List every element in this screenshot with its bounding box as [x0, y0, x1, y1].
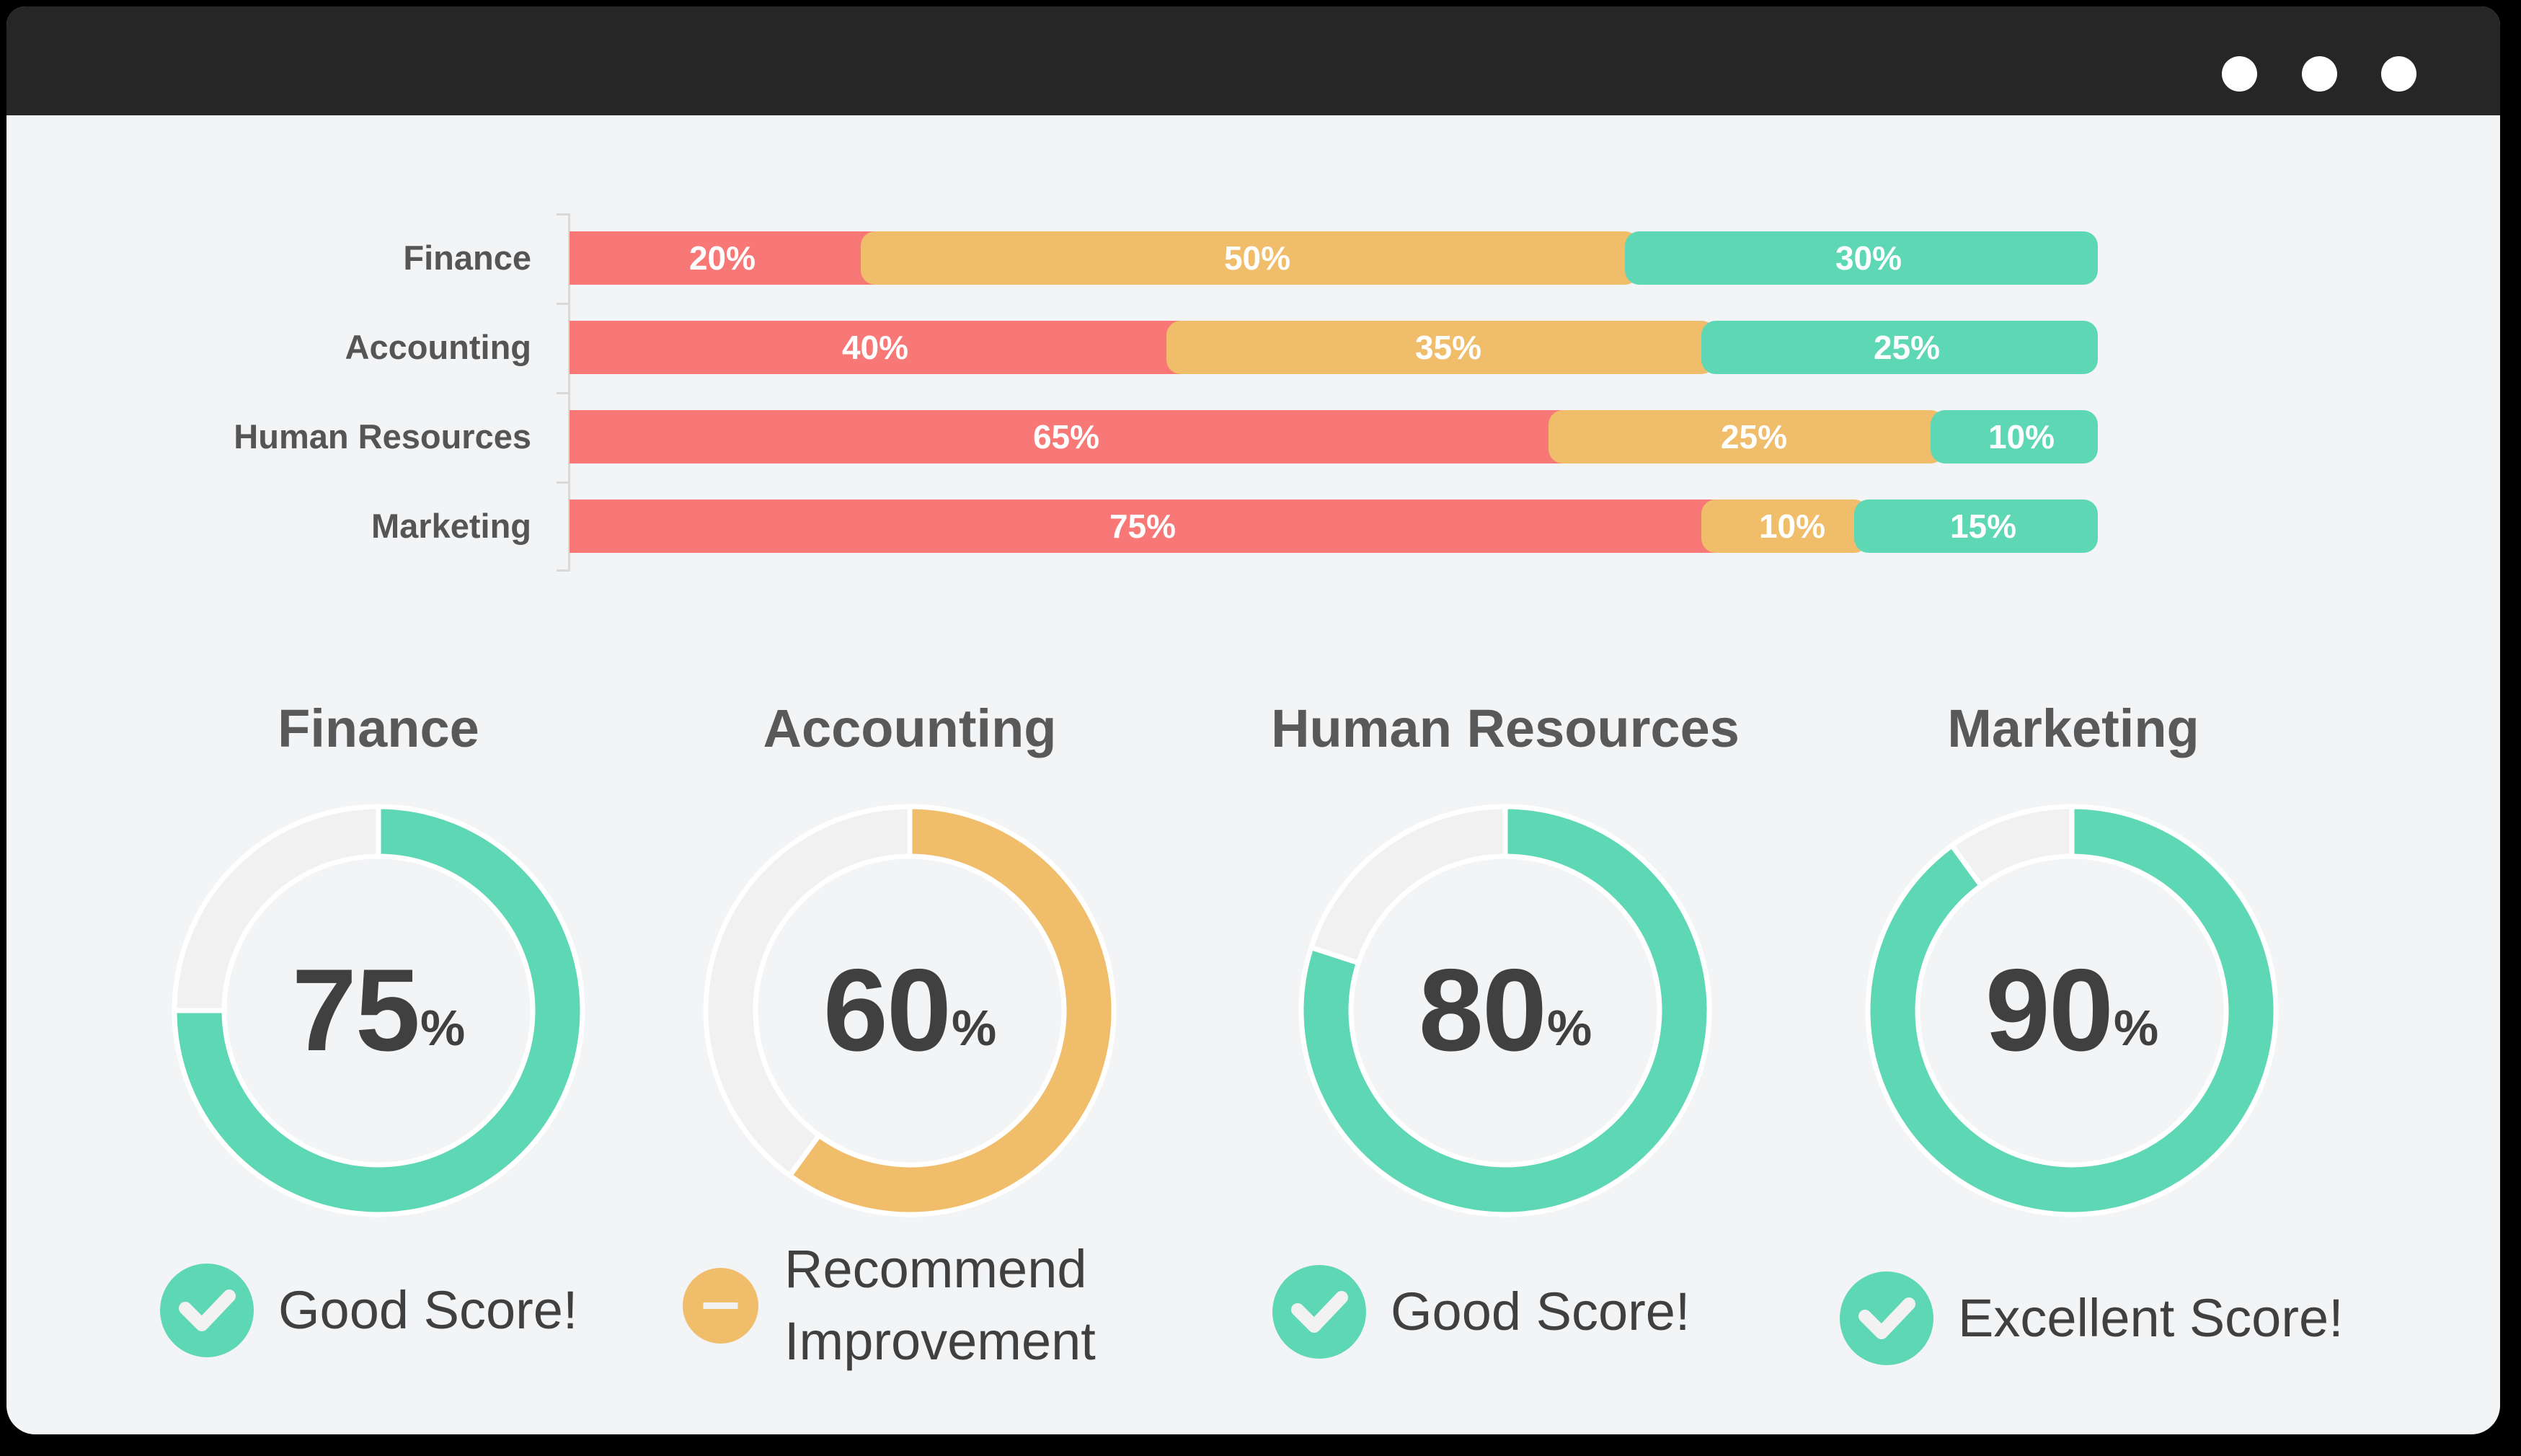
score-number: 75	[291, 945, 420, 1075]
donut-ring	[172, 804, 585, 1217]
title-bar	[6, 6, 2500, 115]
donut-value: 60%	[701, 802, 1119, 1220]
donut-gauge: 80%	[1296, 802, 1714, 1220]
status-badge: Recommend Improvement	[683, 1233, 1096, 1377]
score-unit: %	[951, 1000, 997, 1056]
score-unit: %	[2113, 1000, 2159, 1056]
app-window: Finance Accounting Human Resources Marke…	[6, 6, 2500, 1434]
segment-label: 35%	[1414, 329, 1482, 366]
status-badge: Good Score!	[1272, 1265, 1690, 1359]
segment-label: 20%	[688, 239, 756, 277]
status-text: Good Score!	[1391, 1282, 1691, 1341]
kpi-title: Accounting	[763, 698, 1057, 758]
bar-segment: 50%	[861, 231, 1639, 285]
kpi-title: Marketing	[1947, 698, 2199, 758]
bar-segment: 25%	[1701, 321, 2098, 374]
window-control-dot-icon[interactable]	[2302, 56, 2337, 92]
row-label-accounting: Accounting	[345, 328, 531, 366]
score-number: 80	[1418, 945, 1547, 1075]
bar-row: 75% 10% 15%	[570, 500, 2098, 553]
donut-value: 80%	[1296, 802, 1714, 1220]
segment-label: 25%	[1873, 329, 1941, 366]
bar-segment: 35%	[1166, 321, 1716, 374]
status-text: Good Score!	[278, 1280, 578, 1340]
donut-gauge: 75%	[169, 802, 588, 1220]
donut-value: 90%	[1863, 802, 2281, 1220]
segment-label: 30%	[1835, 239, 1902, 277]
segment-label: 25%	[1720, 418, 1788, 456]
status-badge: Excellent Score!	[1840, 1271, 2344, 1365]
bar-segment: 75%	[570, 500, 1716, 553]
axis-tick	[557, 303, 570, 305]
axis-tick	[557, 213, 570, 216]
row-label-marketing: Marketing	[371, 507, 531, 545]
axis-tick	[557, 481, 570, 484]
segment-label: 10%	[1758, 507, 1826, 545]
axis-tick	[557, 569, 570, 572]
status-badge: Good Score!	[160, 1264, 577, 1357]
window-control-dot-icon[interactable]	[2381, 56, 2416, 92]
bar-segment: 40%	[570, 321, 1181, 374]
bar-segment: 20%	[570, 231, 875, 285]
axis-tick	[557, 392, 570, 394]
donut-gauge: 60%	[701, 802, 1119, 1220]
status-text-line-2: Improvement	[784, 1311, 1096, 1371]
segment-label: 65%	[1032, 418, 1100, 456]
donut-gauge: 90%	[1863, 802, 2281, 1220]
score-number: 90	[1985, 945, 2114, 1075]
minus-icon	[683, 1267, 758, 1344]
check-icon	[1272, 1265, 1366, 1359]
donut-ring	[703, 804, 1117, 1217]
segment-label: 15%	[1949, 507, 2017, 545]
bar-segment: 10%	[1931, 410, 2098, 463]
bar-row: 40% 35% 25%	[570, 321, 2098, 374]
bar-segment: 25%	[1549, 410, 1945, 463]
row-label-human-resources: Human Resources	[234, 417, 531, 456]
segment-label: 40%	[841, 329, 909, 366]
segment-label: 10%	[1988, 418, 2055, 456]
donut-ring	[1298, 804, 1712, 1217]
status-text: Excellent Score!	[1958, 1288, 2344, 1348]
bar-row: 65% 25% 10%	[570, 410, 2098, 463]
status-text-line-1: Recommend	[784, 1239, 1087, 1299]
bar-segment: 30%	[1625, 231, 2098, 285]
kpi-title: Human Resources	[1271, 698, 1740, 758]
bar-segment: 15%	[1854, 500, 2098, 553]
score-number: 60	[823, 945, 952, 1075]
window-control-dot-icon[interactable]	[2222, 56, 2257, 92]
score-unit: %	[420, 1000, 466, 1056]
score-unit: %	[1546, 1000, 1592, 1056]
kpi-title: Finance	[278, 698, 479, 758]
segment-label: 75%	[1109, 507, 1177, 545]
bar-segment: 65%	[570, 410, 1563, 463]
donut-ring	[1865, 804, 2279, 1217]
bar-segment: 10%	[1701, 500, 1869, 553]
check-icon	[1840, 1271, 1933, 1365]
segment-label: 50%	[1223, 239, 1291, 277]
bar-row: 20% 50% 30%	[570, 231, 2098, 285]
donut-value: 75%	[169, 802, 588, 1220]
row-label-finance: Finance	[403, 239, 531, 277]
check-icon	[160, 1264, 254, 1357]
